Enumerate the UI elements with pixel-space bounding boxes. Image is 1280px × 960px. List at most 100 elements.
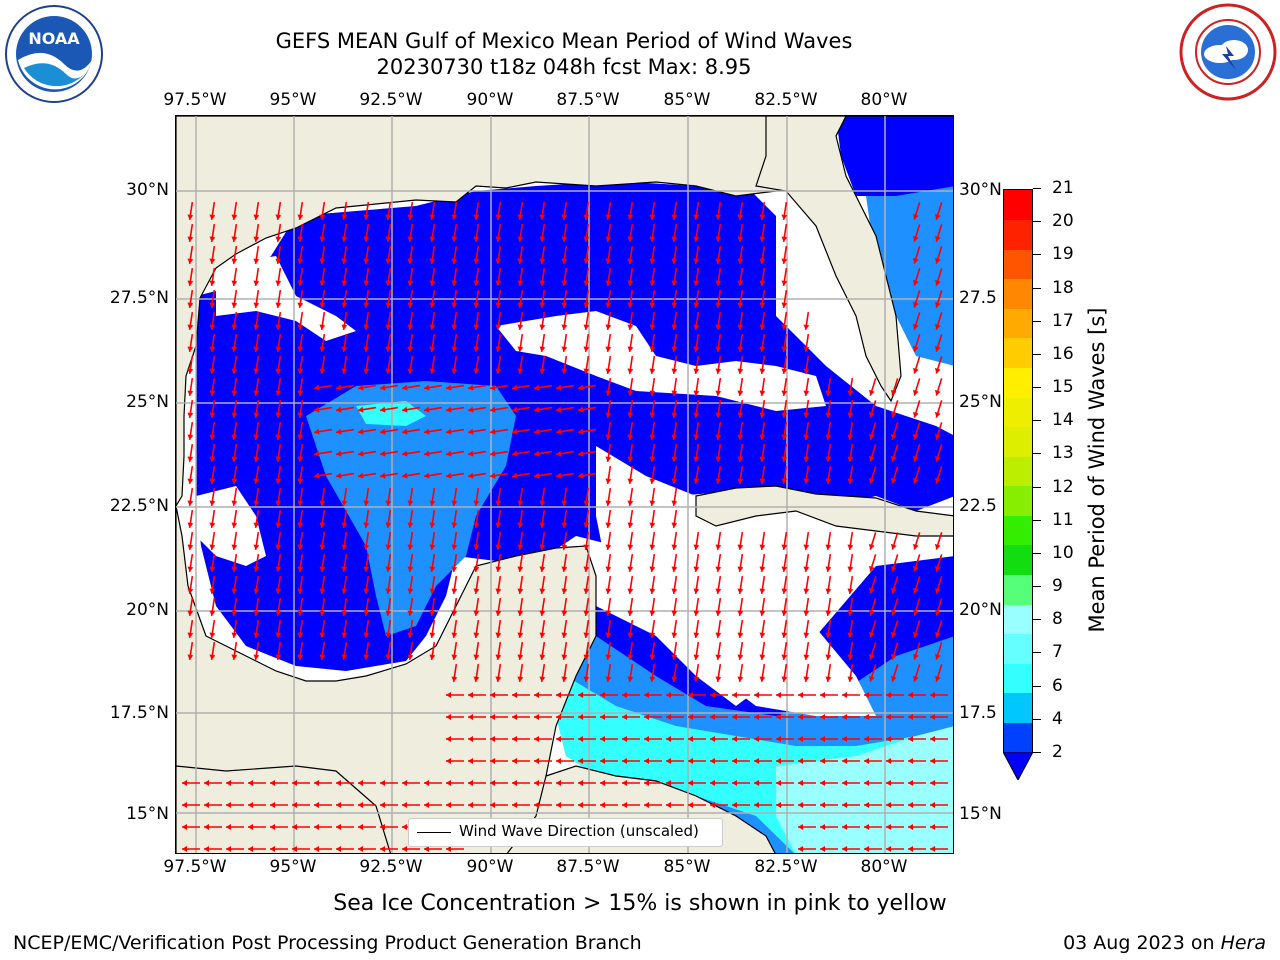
wind-wave-arrowhead (600, 736, 605, 742)
wind-wave-arrowhead (649, 522, 656, 528)
wind-wave-arrowhead (842, 736, 847, 742)
map-legend: Wind Wave Direction (unscaled) (408, 818, 723, 847)
wind-wave-arrowhead (407, 280, 414, 286)
wind-wave-arrowhead (605, 500, 612, 506)
wind-wave-arrowhead (847, 434, 854, 440)
wind-wave-arrowhead (209, 588, 216, 594)
wind-wave-arrowhead (627, 500, 634, 506)
wind-wave-arrowhead (490, 802, 495, 808)
wind-wave-arrowhead (363, 610, 370, 616)
wind-wave-arrowhead (429, 588, 436, 594)
wind-wave-arrowhead (908, 692, 913, 698)
caribbean-higher-period-region (776, 726, 953, 853)
wind-wave-arrowhead (512, 714, 517, 720)
wind-wave-arrowhead (868, 543, 875, 550)
wind-wave-arrowhead (187, 412, 194, 418)
wind-wave-arrowhead (754, 714, 759, 720)
wind-wave-arrowhead (407, 522, 414, 528)
wind-wave-arrowhead (187, 588, 194, 594)
wind-wave-arrowhead (825, 434, 832, 440)
wind-wave-arrowhead (776, 780, 781, 786)
wind-wave-arrowhead (407, 500, 414, 506)
wind-wave-arrowhead (693, 632, 700, 638)
wind-wave-arrowhead (451, 500, 458, 506)
wind-wave-arrowhead (688, 758, 693, 764)
map-panel (175, 115, 954, 854)
wind-wave-arrowhead (424, 450, 430, 457)
wind-wave-arrowhead (622, 714, 627, 720)
wind-wave-arrowhead (187, 522, 194, 528)
wind-wave-arrowhead (847, 390, 854, 396)
wind-wave-arrowhead (231, 258, 238, 264)
wind-wave-arrowhead (600, 714, 605, 720)
wind-wave-arrowhead (517, 346, 524, 352)
wind-wave-arrowhead (868, 631, 875, 638)
colorbar-segment (1004, 337, 1032, 368)
wind-wave-arrowhead (226, 846, 231, 852)
colorbar-tick-mark (1033, 752, 1041, 753)
colorbar-tick-label: 21 (1052, 178, 1074, 198)
wind-wave-arrowhead (886, 714, 891, 720)
wind-wave-arrowhead (578, 692, 583, 698)
wind-wave-arrowhead (737, 412, 744, 418)
wind-wave-arrowhead (517, 588, 524, 594)
wind-wave-arrowhead (446, 384, 452, 391)
wind-wave-arrowhead (671, 324, 678, 330)
wind-wave-arrowhead (314, 406, 320, 413)
wind-wave-arrowhead (253, 280, 260, 286)
wind-wave-arrowhead (693, 544, 700, 550)
colorbar-tick-label: 15 (1052, 377, 1074, 398)
wind-wave-arrowhead (781, 280, 788, 286)
wind-wave-arrowhead (649, 566, 656, 572)
lon-label-top: 97.5°W (163, 90, 227, 110)
wind-wave-arrowhead (627, 236, 634, 242)
wind-wave-arrowhead (253, 236, 260, 242)
wind-wave-arrowhead (798, 824, 803, 830)
wind-wave-arrowhead (671, 346, 678, 352)
wind-wave-arrowhead (341, 544, 348, 550)
wind-wave-arrowhead (231, 368, 238, 374)
colorbar-segment (1004, 249, 1032, 280)
wind-wave-arrowhead (319, 500, 326, 506)
wind-wave-arrowhead (209, 544, 216, 550)
wind-wave-arrowhead (187, 280, 194, 286)
wind-wave-arrowhead (820, 802, 825, 808)
wind-wave-arrowhead (209, 478, 216, 484)
wind-wave-arrowhead (490, 714, 495, 720)
wind-wave-arrowhead (358, 824, 363, 830)
wind-wave-arrowhead (314, 846, 319, 852)
wind-wave-arrowhead (380, 472, 386, 479)
wind-wave-arrowhead (187, 324, 194, 330)
wind-wave-arrowhead (847, 676, 854, 682)
wind-wave-arrowhead (407, 236, 414, 242)
wind-wave-arrowhead (622, 692, 627, 698)
wind-wave-arrowhead (402, 384, 408, 391)
wind-wave-arrowhead (407, 346, 414, 352)
wind-wave-arrowhead (297, 654, 304, 660)
wind-wave-arrowhead (890, 653, 897, 660)
wind-wave-arrowhead (253, 500, 260, 506)
wind-wave-arrowhead (759, 346, 766, 352)
wind-wave-arrowhead (710, 780, 715, 786)
wind-wave-arrowhead (627, 544, 634, 550)
wind-wave-arrowhead (781, 412, 788, 418)
wind-wave-arrowhead (715, 412, 722, 418)
wind-wave-arrowhead (886, 802, 891, 808)
wind-wave-arrowhead (534, 450, 540, 457)
wind-wave-arrowhead (798, 758, 803, 764)
wind-wave-arrowhead (627, 280, 634, 286)
wind-wave-arrowhead (468, 406, 474, 413)
wind-wave-arrowhead (715, 236, 722, 242)
wind-wave-arrowhead (490, 736, 495, 742)
wind-wave-arrowhead (385, 236, 392, 242)
wind-wave-arrowhead (468, 736, 473, 742)
wind-wave-arrowhead (292, 846, 297, 852)
wind-wave-arrowhead (561, 258, 568, 264)
wind-wave-arrowhead (649, 390, 656, 396)
wind-wave-arrowhead (209, 610, 216, 616)
wind-wave-arrowhead (451, 610, 458, 616)
wind-wave-arrowhead (209, 456, 216, 462)
wind-wave-arrowhead (600, 802, 605, 808)
wind-wave-arrowhead (358, 472, 364, 479)
wind-wave-arrowhead (534, 758, 539, 764)
